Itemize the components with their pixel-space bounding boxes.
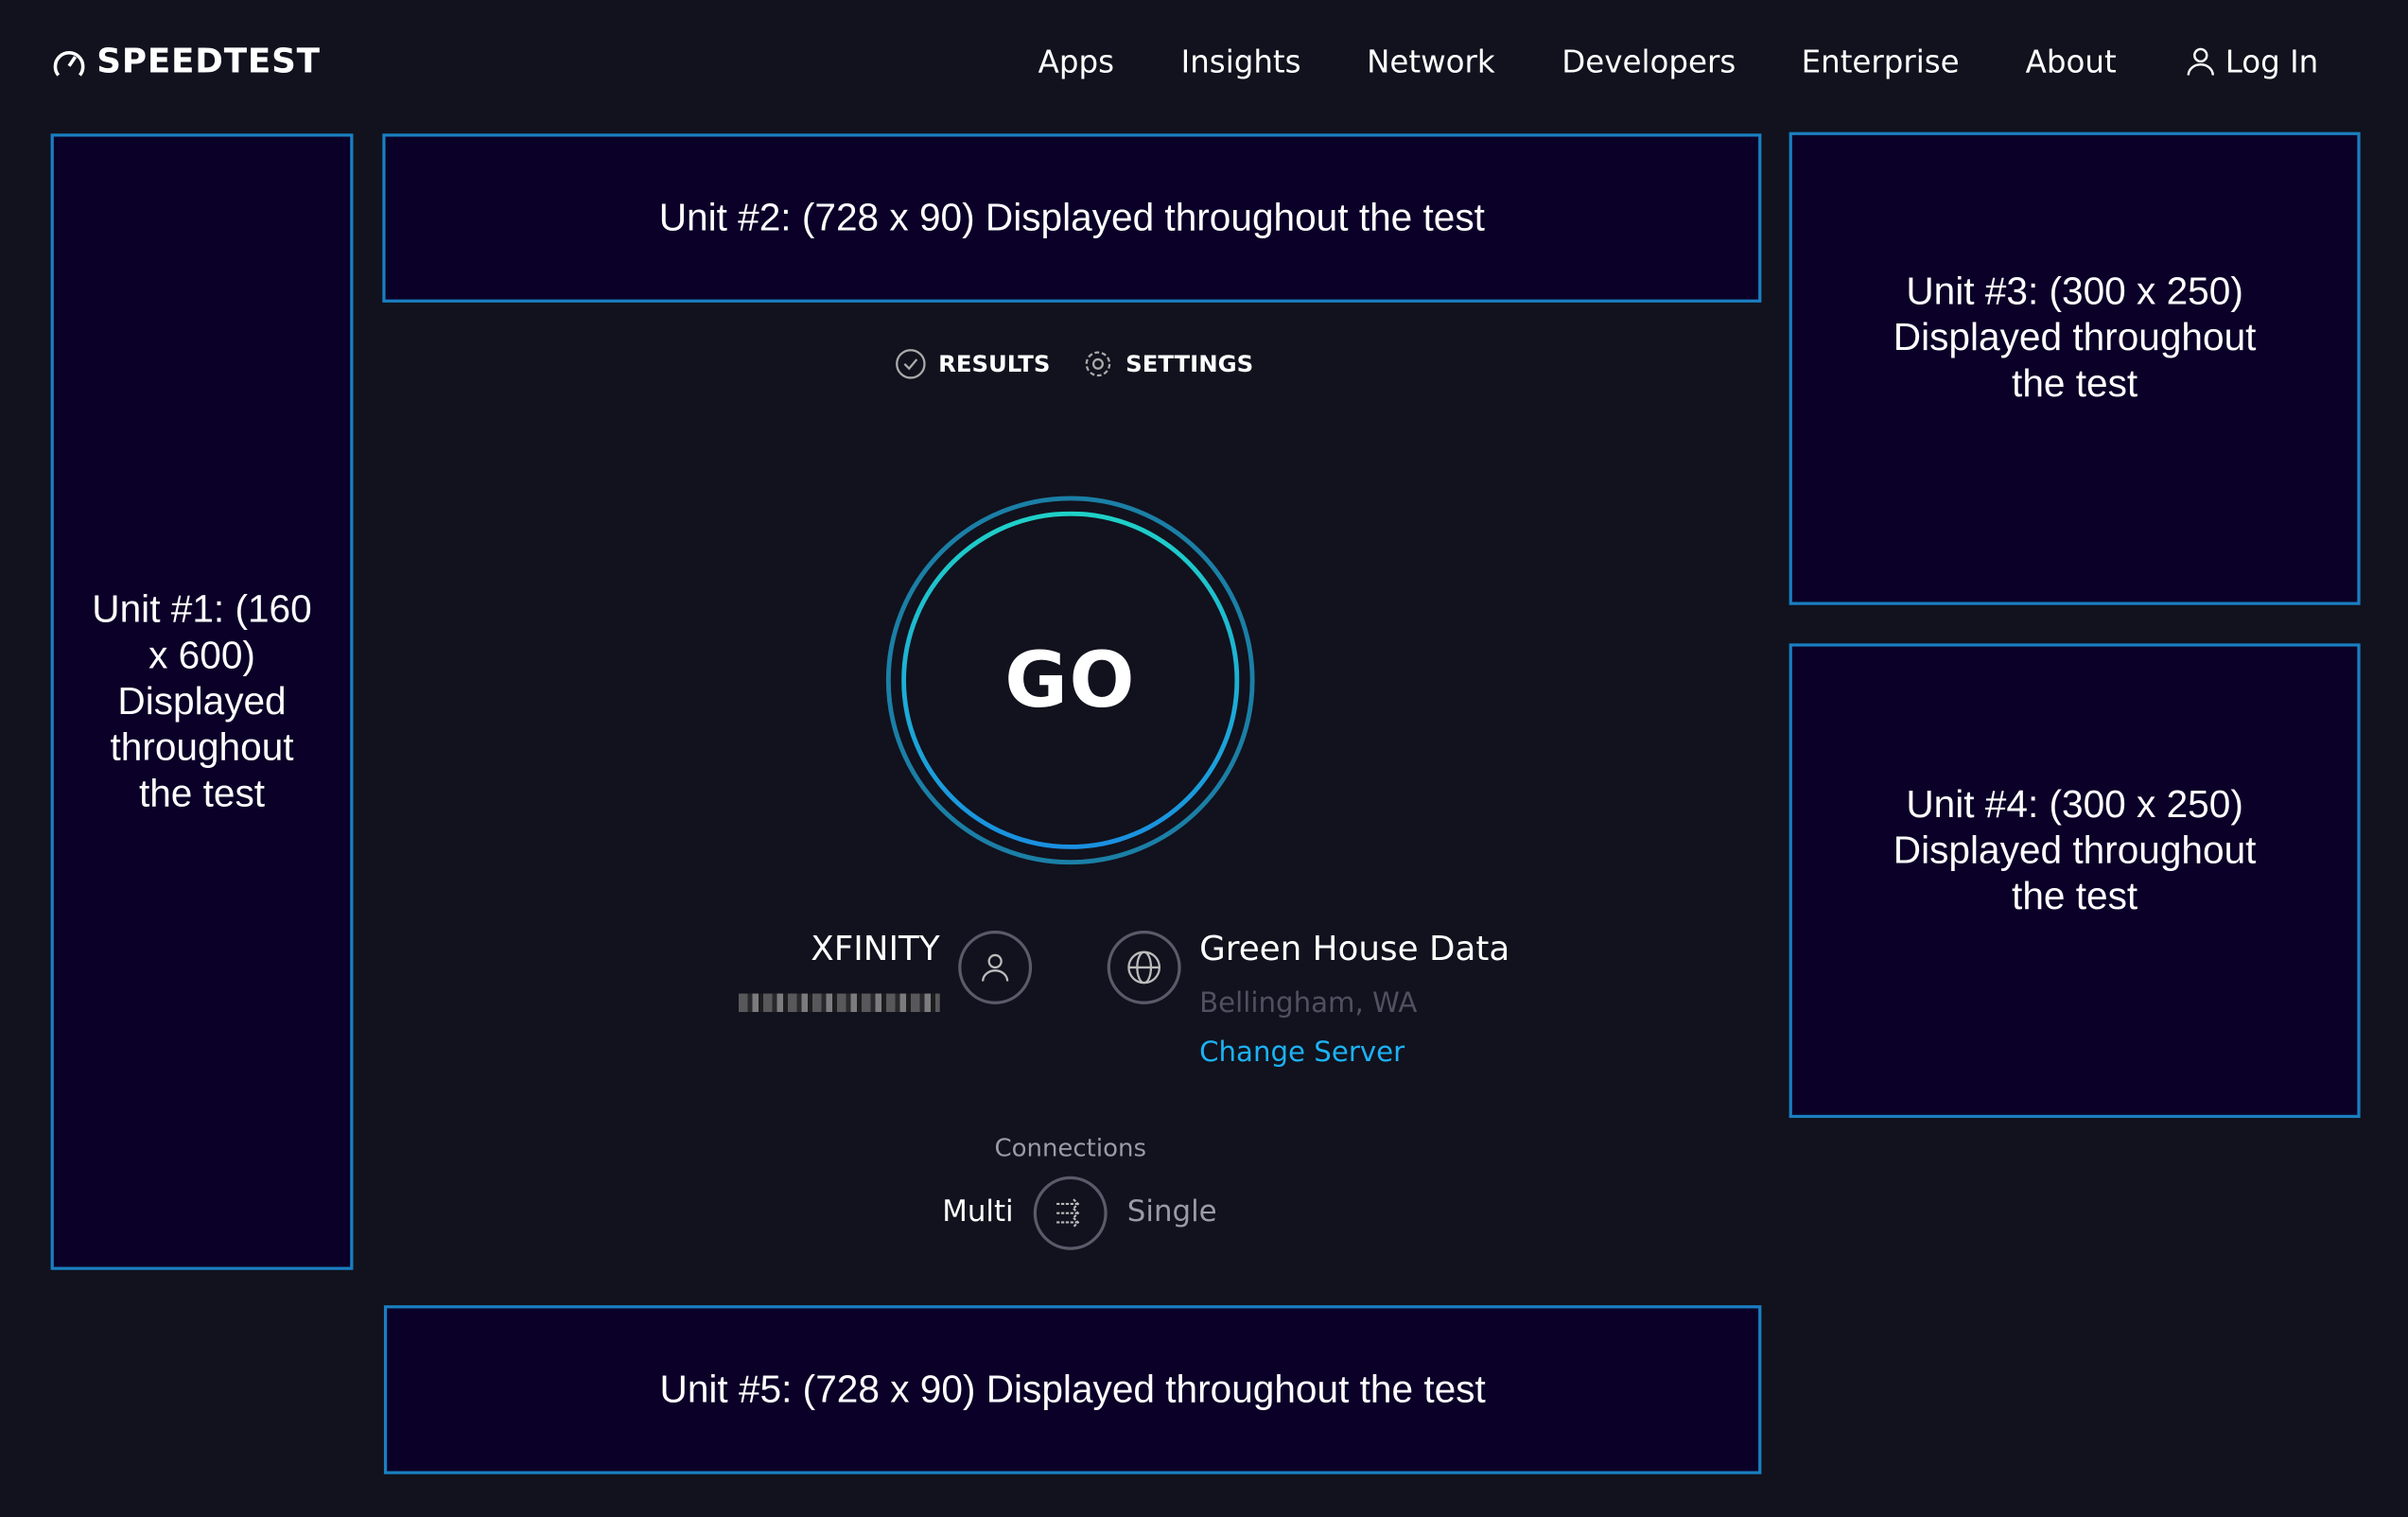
- ad-unit-3[interactable]: Unit #3: (300 x 250) Displayed throughou…: [1789, 131, 2361, 605]
- change-server-link[interactable]: Change Server: [1199, 1036, 1405, 1070]
- isp-ip-redacted: [738, 993, 940, 1013]
- user-icon: [982, 953, 1009, 982]
- isp-button[interactable]: [958, 930, 1033, 1004]
- ad-unit-3-text: Unit #3: (300 x 250) Displayed throughou…: [1893, 270, 2257, 406]
- gear-icon: [1085, 351, 1111, 377]
- tab-settings-label: SETTINGS: [1125, 350, 1254, 378]
- login-link[interactable]: Log In: [2186, 43, 2319, 80]
- user-icon: [2187, 47, 2214, 76]
- logo[interactable]: SPEEDTEST: [51, 43, 321, 81]
- tab-results-label: RESULTS: [938, 350, 1051, 378]
- connections-icon: [1056, 1198, 1080, 1229]
- ad-unit-2[interactable]: Unit #2: (728 x 90) Displayed throughout…: [382, 133, 1762, 303]
- go-inner-ring: GO: [901, 512, 1239, 849]
- tab-settings[interactable]: SETTINGS: [1083, 349, 1253, 379]
- ad-unit-4-text: Unit #4: (300 x 250) Displayed throughou…: [1893, 782, 2257, 918]
- isp-name: XFINITY: [811, 930, 940, 969]
- ad-unit-4[interactable]: Unit #4: (300 x 250) Displayed throughou…: [1789, 643, 2361, 1119]
- ad-unit-1-text: Unit #1: (160 x 600) Displayed throughou…: [92, 587, 312, 816]
- connections-single[interactable]: Single: [1126, 1194, 1217, 1229]
- nav-apps[interactable]: Apps: [1038, 43, 1114, 80]
- tab-results[interactable]: RESULTS: [896, 349, 1051, 379]
- server-button[interactable]: [1107, 930, 1181, 1004]
- ad-unit-5[interactable]: Unit #5: (728 x 90) Displayed throughout…: [383, 1305, 1762, 1474]
- nav-insights[interactable]: Insights: [1180, 43, 1301, 80]
- nav-about[interactable]: About: [2025, 43, 2117, 80]
- check-circle-icon: [896, 349, 926, 379]
- speedometer-icon: [53, 50, 85, 76]
- server-location: Bellingham, WA: [1199, 987, 1418, 1020]
- nav-network[interactable]: Network: [1367, 43, 1495, 80]
- go-button[interactable]: GO: [885, 496, 1255, 865]
- go-label: GO: [1004, 636, 1137, 725]
- ad-unit-5-text: Unit #5: (728 x 90) Displayed throughout…: [659, 1368, 1486, 1412]
- globe-icon: [1127, 950, 1161, 985]
- connections-toggle[interactable]: [1033, 1176, 1108, 1250]
- server-name: Green House Data: [1199, 930, 1510, 969]
- connections-multi[interactable]: Multi: [942, 1194, 1014, 1229]
- ad-unit-2-text: Unit #2: (728 x 90) Displayed throughout…: [658, 196, 1485, 240]
- nav-enterprise[interactable]: Enterprise: [1801, 43, 1960, 80]
- logo-text: SPEEDTEST: [96, 43, 321, 82]
- connections-label: Connections: [994, 1133, 1146, 1163]
- ad-unit-1[interactable]: Unit #1: (160 x 600) Displayed throughou…: [50, 133, 354, 1270]
- login-label: Log In: [2225, 43, 2319, 80]
- nav-developers[interactable]: Developers: [1562, 43, 1736, 80]
